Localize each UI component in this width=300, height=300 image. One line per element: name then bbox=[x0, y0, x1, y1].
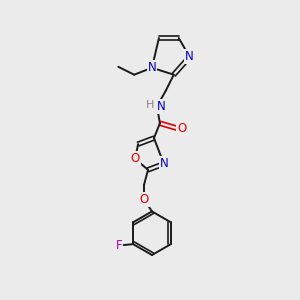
Text: F: F bbox=[116, 238, 122, 252]
Text: N: N bbox=[160, 158, 168, 170]
Text: O: O bbox=[140, 193, 149, 206]
Text: O: O bbox=[177, 122, 186, 135]
Text: N: N bbox=[148, 61, 156, 74]
Text: H: H bbox=[146, 100, 154, 110]
Text: O: O bbox=[130, 152, 140, 165]
Text: N: N bbox=[185, 50, 194, 63]
Text: N: N bbox=[157, 100, 165, 113]
